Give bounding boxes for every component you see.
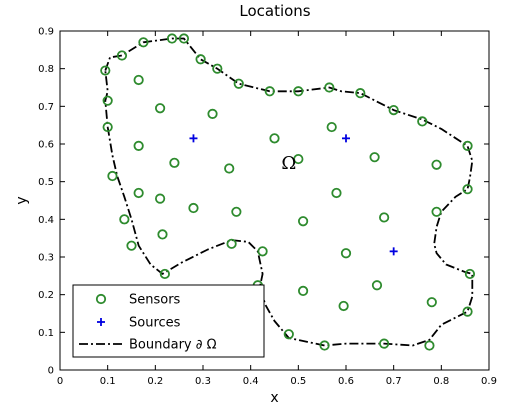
sensor-point <box>319 340 330 351</box>
sensor-point <box>417 116 428 127</box>
sensor-point <box>431 206 442 217</box>
sensor-point <box>431 159 442 170</box>
sensors-series <box>100 33 476 351</box>
sensor-point <box>226 238 237 249</box>
y-tick-label: 0.7 <box>38 102 54 113</box>
boundary-series <box>104 37 474 347</box>
y-tick-label: 0.2 <box>38 290 54 301</box>
y-tick-label: 0.8 <box>38 64 54 75</box>
x-tick-label: 0.7 <box>386 376 402 387</box>
x-tick-label: 0.2 <box>147 376 163 387</box>
sensor-point <box>155 103 166 114</box>
chart-title: Locations <box>239 2 310 20</box>
sensor-point <box>157 229 168 240</box>
sensor-point <box>133 140 144 151</box>
y-tick-label: 0.3 <box>38 253 54 264</box>
y-tick-label: 0.1 <box>38 328 54 339</box>
sensor-point <box>379 338 390 349</box>
legend-label: Boundary ∂ Ω <box>129 338 217 353</box>
sensor-point <box>257 246 268 257</box>
sensor-point <box>297 216 309 227</box>
boundary-line <box>104 37 474 347</box>
sensor-point <box>462 306 473 317</box>
x-tick-label: 0.5 <box>290 376 306 387</box>
sensor-point <box>355 88 366 99</box>
sensor-point <box>233 78 244 89</box>
sensor-point <box>138 37 149 48</box>
sensor-point <box>133 187 144 199</box>
sensor-point <box>166 33 178 44</box>
sensor-point <box>326 121 337 133</box>
sensor-point <box>169 157 180 168</box>
sensor-point <box>195 54 206 65</box>
sensor-point <box>178 33 190 44</box>
sensor-point <box>224 163 235 174</box>
legend: Sensors Sources Boundary ∂ Ω <box>72 284 265 358</box>
sensor-point <box>338 300 349 312</box>
sensor-point <box>462 140 473 151</box>
sensor-point <box>464 268 476 280</box>
sensor-point <box>462 184 473 195</box>
x-tick-label: 0 <box>57 376 63 387</box>
source-point <box>389 247 398 256</box>
x-tick-label: 0.6 <box>338 376 354 387</box>
sensor-point <box>340 248 352 259</box>
sensor-point <box>426 297 437 308</box>
sensor-point <box>324 82 335 93</box>
sensor-point <box>159 268 170 280</box>
y-tick-label: 0.5 <box>38 177 54 188</box>
sensor-point <box>107 170 118 182</box>
source-point <box>189 134 198 143</box>
x-tick-label: 0.9 <box>481 376 497 387</box>
sensor-point <box>116 50 128 61</box>
legend-label: Sensors <box>129 293 181 308</box>
x-tick-label: 0.8 <box>433 376 449 387</box>
sensor-point <box>100 65 111 76</box>
sensor-point <box>369 152 380 163</box>
x-tick-label: 0.1 <box>100 376 116 387</box>
sensor-point <box>371 280 383 291</box>
sensor-point <box>424 340 435 351</box>
sensor-point <box>126 240 137 251</box>
sensor-point <box>331 187 342 199</box>
y-tick-label: 0.6 <box>38 140 54 151</box>
domain-omega-annotation: Ω <box>281 153 296 174</box>
source-point <box>342 134 350 143</box>
sources-series <box>189 134 398 256</box>
sensor-point <box>379 212 390 223</box>
y-axis-label: y <box>14 196 30 204</box>
y-tick-label: 0.4 <box>38 215 54 226</box>
sensor-point <box>388 105 399 116</box>
y-tick-label: 0 <box>48 366 54 377</box>
sensor-point <box>133 74 144 86</box>
sensor-point <box>119 214 130 225</box>
plot-area <box>59 30 490 371</box>
sensor-point <box>293 153 304 165</box>
sensor-point <box>188 202 199 214</box>
sensor-point <box>264 86 275 97</box>
x-tick-label: 0.4 <box>243 376 259 387</box>
sensor-point <box>231 206 242 217</box>
sensor-point <box>283 329 294 340</box>
sensor-point <box>102 95 113 106</box>
sensor-point <box>102 121 113 133</box>
sensor-point <box>207 108 218 119</box>
sensor-point <box>155 193 166 204</box>
axis-ticks: 0 0.1 0.2 0.3 0.4 0.5 0.6 0.7 0.8 0.9 0 0.1 0.2 0.3 0.… <box>38 27 497 388</box>
legend-sensor-marker <box>95 293 107 305</box>
sensor-point <box>297 285 309 296</box>
sensor-point <box>269 133 280 144</box>
y-tick-label: 0.9 <box>38 27 54 38</box>
sensor-point <box>212 63 223 74</box>
x-tick-label: 0.3 <box>195 376 211 387</box>
x-axis-label: x <box>270 390 278 406</box>
sensor-point <box>293 86 304 97</box>
legend-label: Sources <box>129 316 181 331</box>
